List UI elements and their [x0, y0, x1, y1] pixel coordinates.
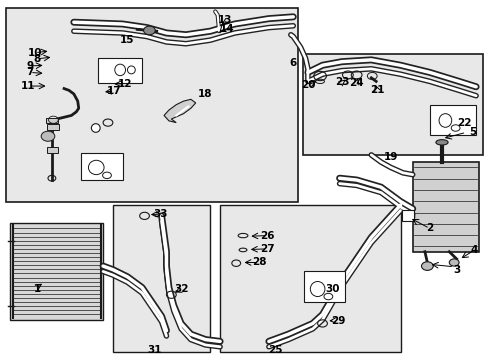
- Ellipse shape: [91, 124, 100, 132]
- Text: 22: 22: [456, 118, 470, 128]
- Ellipse shape: [435, 140, 447, 145]
- Text: 30: 30: [325, 284, 339, 294]
- Polygon shape: [163, 99, 195, 123]
- Text: 15: 15: [120, 35, 135, 45]
- Bar: [81, 153, 122, 180]
- Circle shape: [448, 259, 458, 266]
- Text: 28: 28: [251, 257, 266, 267]
- Text: 31: 31: [147, 345, 161, 355]
- Text: 11: 11: [21, 81, 36, 91]
- Text: 29: 29: [330, 316, 345, 325]
- Text: 6: 6: [289, 58, 296, 68]
- Text: 33: 33: [153, 209, 167, 219]
- Text: 18: 18: [198, 89, 212, 99]
- Bar: [5, 8, 298, 202]
- Bar: [303, 54, 483, 155]
- Text: 14: 14: [220, 24, 234, 35]
- Text: 26: 26: [260, 231, 274, 240]
- Bar: [47, 124, 59, 130]
- Text: 12: 12: [118, 79, 132, 89]
- Bar: [46, 118, 58, 123]
- Text: 24: 24: [348, 78, 363, 88]
- Bar: [220, 205, 400, 352]
- Text: 25: 25: [267, 345, 282, 355]
- Text: 3: 3: [452, 265, 459, 275]
- Bar: [401, 211, 413, 221]
- Text: 8: 8: [34, 54, 41, 64]
- Text: 7: 7: [26, 67, 34, 77]
- Bar: [47, 147, 58, 153]
- Bar: [10, 223, 103, 320]
- Text: 2: 2: [426, 224, 432, 233]
- Text: 19: 19: [383, 152, 397, 162]
- Text: 27: 27: [260, 244, 274, 254]
- Text: 1: 1: [34, 284, 41, 294]
- Text: 10: 10: [27, 48, 42, 58]
- Text: 20: 20: [300, 80, 314, 90]
- Circle shape: [41, 131, 55, 141]
- Text: 4: 4: [470, 245, 477, 255]
- Text: 32: 32: [174, 284, 188, 294]
- Circle shape: [421, 262, 432, 270]
- Text: 9: 9: [26, 61, 34, 71]
- Bar: [113, 205, 210, 352]
- Bar: [98, 58, 142, 83]
- Text: 17: 17: [107, 86, 122, 96]
- Text: 23: 23: [334, 77, 348, 87]
- Text: 5: 5: [468, 127, 475, 136]
- Bar: [412, 162, 478, 252]
- Text: 13: 13: [217, 15, 232, 26]
- Bar: [304, 271, 345, 302]
- Circle shape: [143, 26, 155, 35]
- Bar: [429, 105, 475, 135]
- Text: 21: 21: [369, 85, 384, 95]
